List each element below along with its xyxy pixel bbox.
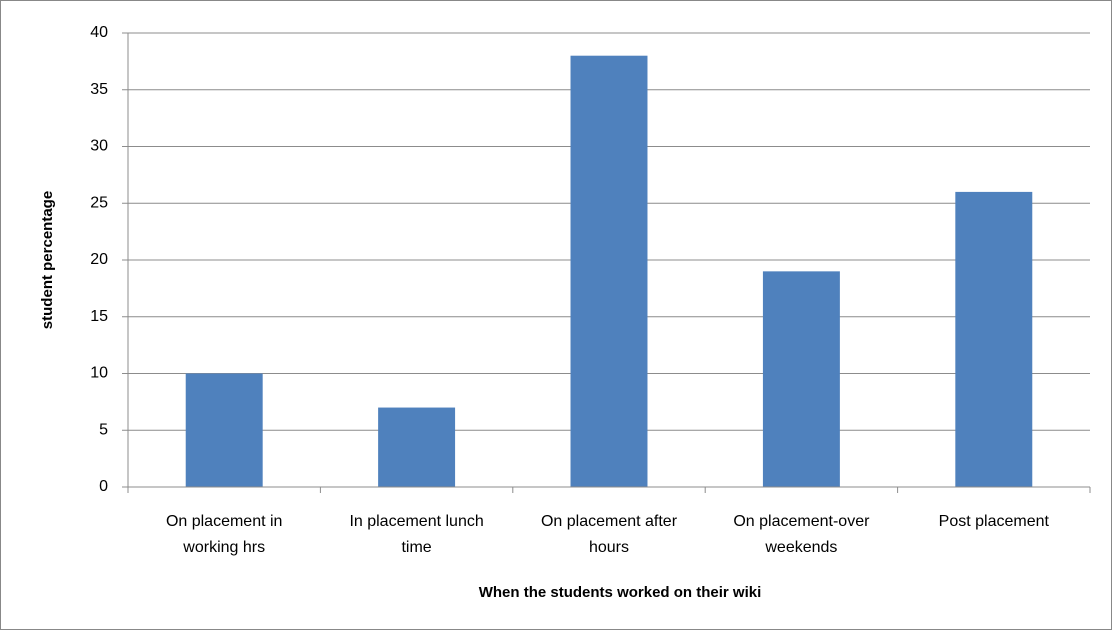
bar xyxy=(570,55,648,487)
y-tick-label: 25 xyxy=(90,194,108,211)
x-tick-label: Post placement xyxy=(939,513,1050,530)
y-tick-label: 5 xyxy=(99,421,108,438)
y-tick-label: 20 xyxy=(90,251,108,268)
x-tick-label: On placement in working hrs xyxy=(166,513,283,556)
y-tick-label: 40 xyxy=(90,24,108,41)
y-tick-label: 30 xyxy=(90,138,108,155)
y-axis-title: student percentage xyxy=(39,191,56,329)
bar xyxy=(762,271,840,487)
bar xyxy=(378,407,456,487)
x-tick-label: On placement after hours xyxy=(541,513,678,556)
y-tick-label: 15 xyxy=(90,308,108,325)
y-tick-label: 35 xyxy=(90,81,108,98)
y-tick-label: 10 xyxy=(90,365,108,382)
bar xyxy=(955,191,1033,487)
x-tick-label: In placement lunch time xyxy=(349,513,483,556)
bar xyxy=(185,373,263,487)
x-tick-label: On placement-over weekends xyxy=(733,513,870,556)
x-axis-title: When the students worked on their wiki xyxy=(479,584,762,601)
y-tick-label: 0 xyxy=(99,478,108,495)
